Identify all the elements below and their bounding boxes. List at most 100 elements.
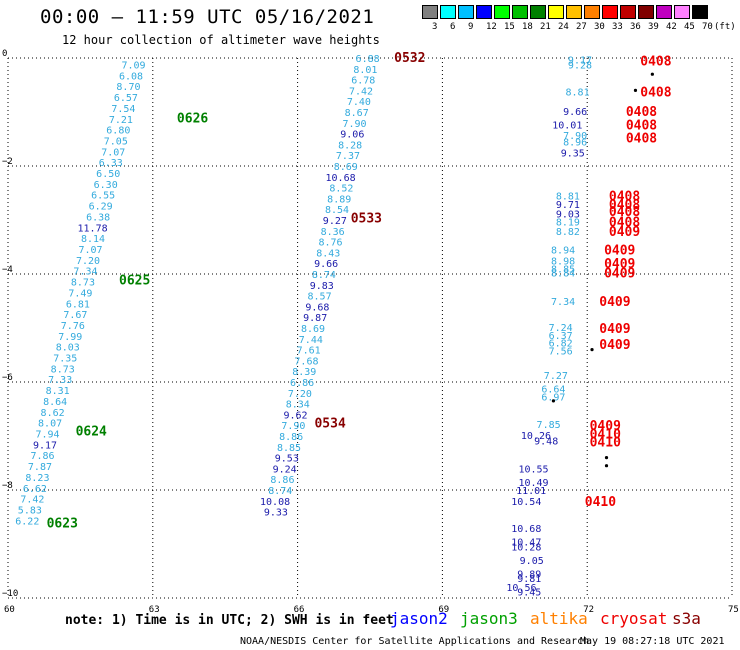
swh-value: 9.05: [520, 556, 544, 567]
swh-value: 9.06: [340, 130, 364, 141]
pass-time-label: 0408: [609, 190, 640, 205]
swh-value: 6.97: [541, 393, 565, 404]
legend-swatch-18: [512, 5, 528, 19]
pass-time-label: 0408: [609, 216, 640, 231]
pass-time-label: 0623: [47, 516, 78, 531]
swh-value: 7.90: [342, 119, 366, 130]
swh-value: 8.85: [277, 443, 301, 454]
pass-time-label: 0532: [394, 51, 425, 66]
swh-value: 8.73: [51, 364, 75, 375]
pass-time-label: 0626: [177, 111, 208, 126]
swh-value: 10.47: [511, 537, 541, 548]
swh-value: 8.69: [301, 324, 325, 335]
pass-time-label: 0409: [604, 266, 635, 281]
swh-value: 8.01: [353, 65, 377, 76]
swh-value: 9.24: [273, 464, 297, 475]
island-mark: [604, 464, 609, 468]
satellite-jason2: jason2: [390, 609, 448, 628]
swh-value: 9.17: [568, 56, 592, 67]
satellite-s3a: s3a: [672, 609, 701, 628]
swh-value: 6.29: [89, 202, 113, 213]
swh-value: 9.71: [556, 200, 580, 211]
swh-value: 7.90: [281, 421, 305, 432]
pass-time-label: 0410: [590, 427, 621, 442]
pass-time-label: 0409: [599, 295, 630, 310]
footer-timestamp: May 19 08:27:18 UTC 2021: [580, 636, 725, 647]
swh-value: 8.69: [334, 162, 358, 173]
swh-value: 10.54: [511, 497, 541, 508]
island-mark: [604, 456, 609, 460]
swh-value: 7.05: [104, 136, 128, 147]
swh-value: 11.78: [78, 223, 108, 234]
swh-value: 6.08: [119, 71, 143, 82]
legend-swatch-12: [476, 5, 492, 19]
swh-value: 6.50: [96, 169, 120, 180]
lon-label: 66: [294, 605, 305, 615]
swh-value: 7.67: [63, 310, 87, 321]
swh-value: 9.35: [561, 149, 585, 160]
swh-value: 9.17: [33, 440, 57, 451]
swh-value: 8.62: [41, 408, 65, 419]
swh-value: 8.76: [318, 238, 342, 249]
pass-time-label: 0408: [626, 131, 657, 146]
lat-label: −8: [2, 481, 13, 491]
swh-value: 8.43: [316, 248, 340, 259]
swh-value: 6.80: [106, 126, 130, 137]
swh-value: 7.34: [551, 297, 575, 308]
swh-value: 8.67: [345, 108, 369, 119]
legend-label-15: 15: [504, 22, 515, 32]
swh-value: 7.40: [347, 97, 371, 108]
swh-value: 10.68: [326, 173, 356, 184]
legend-label-24: 24: [558, 22, 569, 32]
swh-value: 8.82: [556, 227, 580, 238]
legend-label-70: 70: [702, 22, 713, 32]
lat-label: 0: [2, 49, 7, 59]
pass-time-label: 0408: [640, 55, 671, 70]
pass-time-label: 0625: [119, 273, 150, 288]
lon-label: 63: [149, 605, 160, 615]
swh-value: 10.28: [511, 543, 541, 554]
swh-value: 7.24: [549, 323, 573, 334]
swh-value: 10.26: [521, 431, 551, 442]
legend-swatch-70: [692, 5, 708, 19]
swh-value: 7.20: [76, 256, 100, 267]
pass-time-label: 0410: [585, 495, 616, 510]
pass-time-label: 0409: [604, 244, 635, 259]
swh-value: 7.34: [73, 267, 97, 278]
legend-swatch-30: [584, 5, 600, 19]
swh-value: 8.94: [551, 246, 575, 257]
swh-value: 8.70: [116, 82, 140, 93]
lon-label: 75: [728, 605, 739, 615]
swh-value: 8.23: [25, 473, 49, 484]
swh-value: 7.21: [109, 115, 133, 126]
legend-label-6: 6: [450, 22, 456, 32]
swh-value: 9.68: [305, 302, 329, 313]
swh-value: 8.36: [321, 227, 345, 238]
swh-value: 7.20: [288, 389, 312, 400]
pass-time-label: 0624: [76, 425, 107, 440]
legend-swatch-39: [638, 5, 654, 19]
swh-value: 6.33: [99, 158, 123, 169]
swh-value: 6.64: [541, 384, 565, 395]
swh-value: 8.86: [270, 475, 294, 486]
swh-value: 6.38: [86, 212, 110, 223]
swh-value: 9.89: [517, 570, 541, 581]
lat-label: −2: [2, 157, 13, 167]
lon-label: 69: [438, 605, 449, 615]
swh-value: 10.01: [552, 120, 582, 131]
swh-value: 8.73: [71, 278, 95, 289]
swh-value: 7.94: [36, 430, 60, 441]
swh-value: 6.30: [94, 180, 118, 191]
swh-value: 10.49: [518, 478, 548, 489]
legend-label-12: 12: [486, 22, 497, 32]
legend-label-18: 18: [522, 22, 533, 32]
swh-value: 8.85: [551, 265, 575, 276]
legend-label-21: 21: [540, 22, 551, 32]
lat-label: −4: [2, 265, 13, 275]
swh-value: 9.83: [310, 281, 334, 292]
swh-value: 7.90: [563, 131, 587, 142]
legend-swatch-3: [422, 5, 438, 19]
swh-value: 9.87: [303, 313, 327, 324]
legend-swatch-24: [548, 5, 564, 19]
